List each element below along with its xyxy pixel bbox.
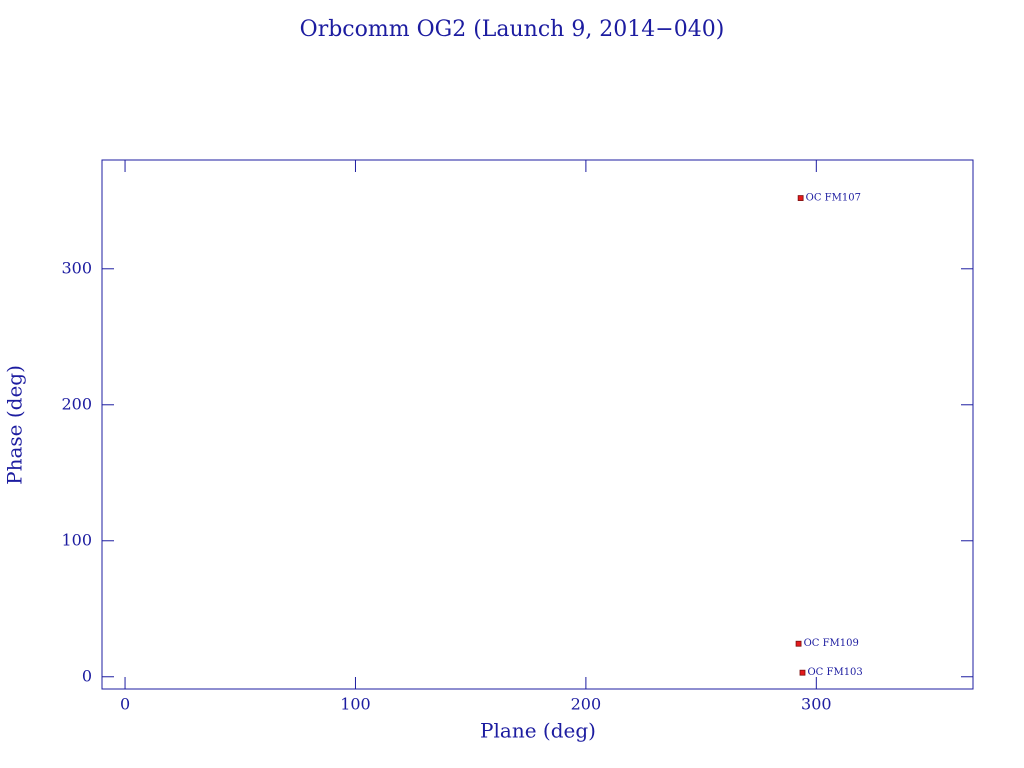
x-axis-label: Plane (deg)	[480, 719, 596, 743]
chart-title: Orbcomm OG2 (Launch 9, 2014−040)	[300, 17, 725, 42]
x-tick-label: 0	[120, 695, 130, 714]
point-label: OC FM103	[807, 667, 862, 678]
plot-frame	[101, 159, 974, 690]
x-tick-label: 100	[340, 695, 371, 714]
point	[795, 640, 802, 647]
y-tick-label: 0	[82, 666, 92, 685]
x-tick-label: 300	[801, 695, 832, 714]
y-axis-label: Phase (deg)	[3, 365, 27, 485]
x-tick-label: 200	[571, 695, 602, 714]
y-tick-label: 100	[61, 530, 92, 549]
point-label: OC FM109	[804, 638, 859, 649]
y-tick-label: 200	[61, 394, 92, 413]
y-tick-label: 300	[61, 258, 92, 277]
point	[799, 669, 806, 676]
point	[797, 195, 804, 201]
point-label: OC FM107	[806, 193, 861, 204]
